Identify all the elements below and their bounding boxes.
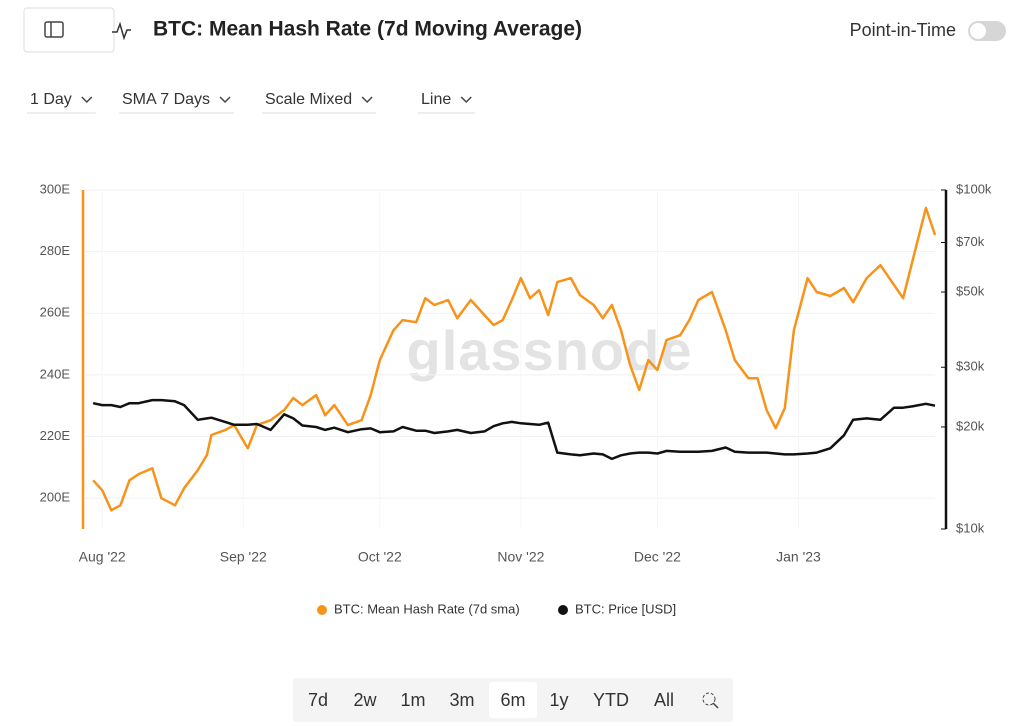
y-tick-label: 200E (40, 490, 71, 505)
legend-swatch[interactable] (317, 605, 327, 615)
metric-icon (112, 21, 131, 41)
y-tick-label: 240E (40, 366, 71, 381)
dropdown-label[interactable]: Scale Mixed (265, 91, 352, 108)
dropdown-caret (219, 96, 231, 104)
y2-tick-label: $100k (956, 181, 992, 196)
x-tick-label: Aug '22 (79, 549, 126, 565)
x-tick-label: Jan '23 (776, 549, 821, 565)
range-button[interactable]: YTD (593, 690, 629, 710)
y-tick-label: 300E (40, 181, 71, 196)
dropdown-caret (460, 96, 472, 104)
dropdown-label[interactable]: SMA 7 Days (122, 91, 210, 108)
legend-label[interactable]: BTC: Mean Hash Rate (7d sma) (334, 601, 520, 616)
y2-tick-label: $70k (956, 234, 985, 249)
x-tick-label: Dec '22 (634, 549, 681, 565)
range-selected (489, 682, 537, 718)
watermark: glassnode (407, 319, 693, 382)
range-button[interactable]: All (654, 690, 674, 710)
x-tick-label: Oct '22 (358, 549, 402, 565)
legend-swatch[interactable] (558, 605, 568, 615)
range-button[interactable]: 1y (549, 690, 568, 710)
dropdown-caret (81, 96, 93, 104)
dropdown-label[interactable]: 1 Day (30, 91, 72, 108)
toggle-knob (970, 23, 986, 39)
page-title: BTC: Mean Hash Rate (7d Moving Average) (153, 18, 582, 41)
x-tick-label: Sep '22 (220, 549, 267, 565)
y2-tick-label: $30k (956, 359, 985, 374)
sidebar-icon (44, 21, 64, 38)
range-button[interactable]: 7d (308, 690, 328, 710)
range-button[interactable]: 1m (400, 690, 425, 710)
range-button[interactable]: 6m (500, 690, 525, 710)
sidebar-button[interactable] (23, 7, 115, 53)
dropdown-caret (361, 96, 373, 104)
y-tick-label: 220E (40, 428, 71, 443)
y-tick-label: 280E (40, 243, 71, 258)
zoom-icon[interactable] (702, 692, 716, 706)
y2-tick-label: $10k (956, 520, 985, 535)
y2-tick-label: $50k (956, 283, 985, 298)
y2-tick-label: $20k (956, 418, 985, 433)
series-line (92, 206, 937, 512)
legend-label[interactable]: BTC: Price [USD] (575, 601, 676, 616)
range-button[interactable]: 3m (449, 690, 474, 710)
range-button[interactable]: 2w (353, 690, 377, 710)
x-tick-label: Nov '22 (497, 549, 544, 565)
zoom-icon-handle (712, 702, 719, 709)
y-tick-label: 260E (40, 305, 71, 320)
series-line (92, 398, 936, 461)
toggle-label: Point-in-Time (850, 20, 956, 40)
dropdown-label[interactable]: Line (421, 91, 451, 108)
